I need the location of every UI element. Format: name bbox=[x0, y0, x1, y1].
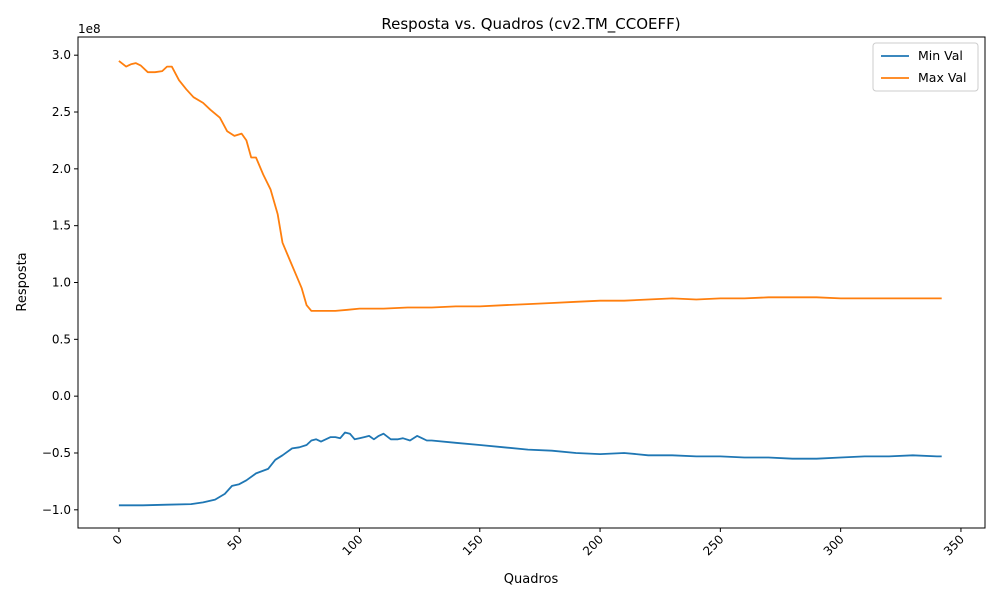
y-tick-label: −0.5 bbox=[42, 446, 71, 460]
y-tick-label: 1.5 bbox=[52, 219, 71, 233]
legend-label-min-val: Min Val bbox=[918, 48, 963, 63]
y-tick-label: 2.5 bbox=[52, 105, 71, 119]
legend: Min Val Max Val bbox=[872, 42, 979, 92]
y-axis-label: Resposta bbox=[15, 252, 30, 311]
y-tick-label: 2.0 bbox=[52, 162, 71, 176]
y-axis-ticks: −1.0 −0.5 0.0 0.5 1.0 1.5 2.0 2.5 3.0 bbox=[42, 48, 78, 517]
series-line-min-val bbox=[118, 431, 942, 507]
legend-label-max-val: Max Val bbox=[918, 70, 967, 85]
y-tick-label: 3.0 bbox=[52, 48, 71, 62]
x-axis-label: Quadros bbox=[504, 572, 559, 587]
y-tick-label: 1.0 bbox=[52, 276, 71, 290]
y-offset-label: 1e8 bbox=[78, 22, 101, 36]
y-tick-label: 0.0 bbox=[52, 389, 71, 403]
plot-lines bbox=[118, 60, 942, 507]
chart-title: Resposta vs. Quadros (cv2.TM_CCOEFF) bbox=[381, 15, 680, 34]
y-tick-label: 0.5 bbox=[52, 332, 71, 346]
y-tick-label: −1.0 bbox=[42, 503, 71, 517]
series-line-max-val bbox=[118, 60, 942, 312]
legend-box bbox=[872, 42, 979, 92]
